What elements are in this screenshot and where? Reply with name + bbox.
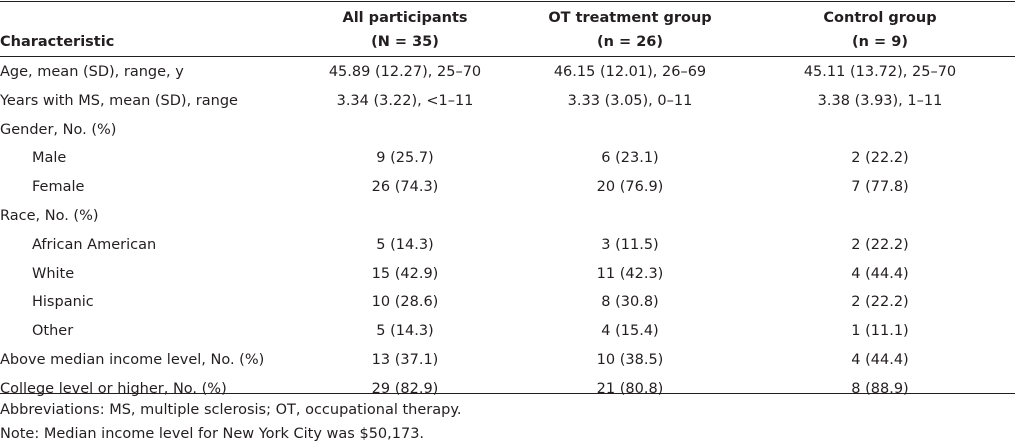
cell-value: 20 (76.9) bbox=[596, 179, 664, 196]
cell-value: 3.38 (3.93), 1–11 bbox=[817, 92, 943, 109]
row-label: Age, mean (SD), range, y bbox=[0, 64, 184, 80]
cell-value: 8 (88.9) bbox=[851, 380, 909, 397]
bottom-rule bbox=[0, 393, 1015, 394]
footnote: Note: Median income level for New York C… bbox=[0, 426, 425, 442]
cell-value: 3.34 (3.22), <1–11 bbox=[336, 92, 474, 109]
column-header: (n = 26) bbox=[596, 34, 664, 50]
cell-value: 10 (28.6) bbox=[371, 294, 439, 311]
cell-value: 10 (38.5) bbox=[596, 352, 664, 368]
cell-value: 7 (77.8) bbox=[851, 179, 909, 196]
cell-value: 3 (11.5) bbox=[601, 236, 659, 253]
cell-value: 13 (37.1) bbox=[371, 352, 439, 368]
row-label: Race, No. (%) bbox=[0, 208, 99, 224]
sub-row-label: Female bbox=[32, 179, 85, 196]
cell-value: 5 (14.3) bbox=[376, 323, 434, 340]
cell-value: 9 (25.7) bbox=[376, 150, 434, 167]
cell-value: 3.33 (3.05), 0–11 bbox=[567, 92, 693, 109]
row-label: College level or higher, No. (%) bbox=[0, 380, 227, 397]
sub-row-label: Other bbox=[32, 323, 74, 340]
column-header: (n = 9) bbox=[852, 34, 908, 50]
cell-value: 5 (14.3) bbox=[376, 236, 434, 253]
cell-value: 2 (22.2) bbox=[851, 150, 909, 167]
sub-row-label: White bbox=[32, 265, 75, 282]
cell-value: 46.15 (12.01), 26–69 bbox=[553, 64, 707, 80]
cell-value: 2 (22.2) bbox=[851, 294, 909, 311]
cell-value: 4 (44.4) bbox=[851, 265, 909, 282]
cell-value: 11 (42.3) bbox=[596, 265, 664, 282]
column-header: OT treatment group bbox=[548, 10, 712, 26]
cell-value: 21 (80.8) bbox=[596, 380, 664, 397]
cell-value: 4 (44.4) bbox=[851, 352, 909, 368]
header-rule bbox=[0, 56, 1015, 57]
cell-value: 29 (82.9) bbox=[371, 380, 439, 397]
cell-value: 2 (22.2) bbox=[851, 236, 909, 253]
cell-value: 26 (74.3) bbox=[371, 179, 439, 196]
cell-value: 1 (11.1) bbox=[851, 323, 909, 340]
row-label: Years with MS, mean (SD), range bbox=[0, 92, 238, 109]
cell-value: 6 (23.1) bbox=[601, 150, 659, 167]
cell-value: 15 (42.9) bbox=[371, 265, 439, 282]
cell-value: 4 (15.4) bbox=[601, 323, 659, 340]
column-header: (N = 35) bbox=[371, 34, 439, 50]
cell-value: 45.89 (12.27), 25–70 bbox=[328, 64, 482, 80]
sub-row-label: Male bbox=[32, 150, 67, 167]
sub-row-label: Hispanic bbox=[32, 294, 94, 311]
top-rule bbox=[0, 1, 1015, 2]
cell-value: 8 (30.8) bbox=[601, 294, 659, 311]
first-header: Characteristic bbox=[0, 34, 115, 50]
row-label: Gender, No. (%) bbox=[0, 121, 117, 138]
footnote: Abbreviations: MS, multiple sclerosis; O… bbox=[0, 402, 462, 418]
column-header: All participants bbox=[342, 10, 468, 26]
row-label: Above median income level, No. (%) bbox=[0, 352, 265, 368]
cell-value: 45.11 (13.72), 25–70 bbox=[803, 64, 957, 80]
column-header: Control group bbox=[823, 10, 937, 26]
sub-row-label: African American bbox=[32, 236, 157, 253]
